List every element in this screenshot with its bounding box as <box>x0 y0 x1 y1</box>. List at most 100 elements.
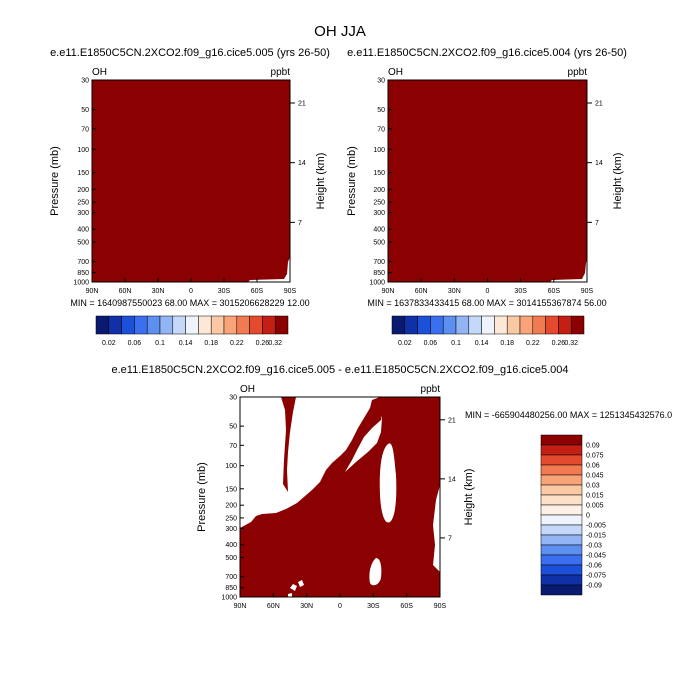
colorbar-label: 0.06 <box>424 340 438 347</box>
colorbar-label: -0.015 <box>586 533 606 540</box>
x-tick-label: 90S <box>284 288 297 295</box>
colorbar-swatch <box>532 315 546 335</box>
colorbar-swatch <box>391 315 406 335</box>
colorbar-swatch <box>95 315 110 335</box>
y-tick-label: 400 <box>373 227 385 234</box>
panel-2-right-label: ppbt <box>568 67 588 78</box>
panel-3-title: e.e11.E1850C5CN.2XCO2.f09_g16.cice5.005 … <box>111 364 568 376</box>
colorbar-swatch <box>540 444 583 456</box>
x-tick-label: 30S <box>367 603 380 610</box>
colorbar-label: 0.06 <box>128 340 142 347</box>
y-tick-label: 200 <box>225 503 237 510</box>
panel-3-x-ticks: 90N 60N 30N 0 30S 60S 90S <box>234 593 447 610</box>
colorbar-swatch <box>185 315 199 335</box>
x-tick-label: 60S <box>251 288 264 295</box>
y-tick-label: 250 <box>373 200 385 207</box>
panel-2-white-notch <box>550 259 587 282</box>
panel-2-left-label: OH <box>388 67 403 78</box>
panel-3-y-ticks: 30 50 70 100 150 200 250 300 400 500 700 850 1000 <box>221 395 244 602</box>
y-tick-label: 400 <box>225 542 237 549</box>
y-tick-label: 100 <box>77 147 89 154</box>
colorbar-swatch <box>417 315 431 335</box>
panel-3-y2label: Height (km) <box>463 469 475 526</box>
colorbar-label: -0.045 <box>586 553 606 560</box>
colorbar-swatch <box>481 315 495 335</box>
colorbar-swatch <box>540 484 583 496</box>
panel-2-y2label: Height (km) <box>612 153 624 210</box>
y-tick-label: 1000 <box>369 280 385 287</box>
x-tick-label: 30N <box>152 288 165 295</box>
x-tick-label: 30N <box>448 288 461 295</box>
panel-3-right-label: ppbt <box>421 384 441 395</box>
y-tick-label: 100 <box>225 463 237 470</box>
colorbar-swatch <box>540 504 583 516</box>
panel-1-colorbar: 0.02 0.06 0.1 0.14 0.18 0.22 0.26 0.32 <box>95 315 289 347</box>
y-tick-label: 850 <box>225 585 237 592</box>
colorbar-swatch <box>494 315 508 335</box>
x-tick-label: 30N <box>300 603 313 610</box>
colorbar-swatch <box>540 564 583 576</box>
x-tick-label: 0 <box>338 603 342 610</box>
colorbar-swatch <box>172 315 186 335</box>
y-tick-label: 150 <box>77 170 89 177</box>
panel-1-title: e.e11.E1850C5CN.2XCO2.f09_g16.cice5.005 … <box>50 47 330 59</box>
colorbar-label: -0.09 <box>586 583 602 590</box>
y-tick-label: 700 <box>225 574 237 581</box>
x-tick-label: 60N <box>415 288 428 295</box>
colorbar-swatch <box>570 315 585 335</box>
panel-3-white-blob <box>369 558 382 586</box>
y-tick-label: 200 <box>373 187 385 194</box>
panel-2-field <box>388 80 587 282</box>
panel-1: e.e11.E1850C5CN.2XCO2.f09_g16.cice5.005 … <box>49 47 330 347</box>
x-tick-label: 90N <box>86 288 99 295</box>
x-tick-label: 0 <box>486 288 490 295</box>
colorbar-label: 0.18 <box>500 340 514 347</box>
colorbar-swatch <box>159 315 174 335</box>
y-tick-label: 400 <box>77 227 89 234</box>
colorbar-label: 0.22 <box>526 340 540 347</box>
y-tick-label: 500 <box>373 240 385 247</box>
colorbar-swatch <box>210 315 225 335</box>
panel-1-ylabel: Pressure (mb) <box>49 146 61 216</box>
y-tick-label: 150 <box>225 486 237 493</box>
x-tick-label: 90N <box>382 288 395 295</box>
panel-3-stats: MIN = -665904480256.00 MAX = 12513454325… <box>465 410 672 420</box>
colorbar-label: 0.1 <box>451 340 461 347</box>
panel-2: e.e11.E1850C5CN.2XCO2.f09_g16.cice5.004 … <box>346 47 627 347</box>
y-tick-label: 50 <box>81 107 89 114</box>
y-tick-label: 700 <box>77 259 89 266</box>
panel-1-right-label: ppbt <box>271 67 291 78</box>
x-tick-label: 90N <box>234 603 247 610</box>
colorbar-swatch <box>198 315 212 335</box>
panel-2-colorbar: 0.02 0.06 0.1 0.14 0.18 0.22 0.26 0.32 <box>391 315 585 347</box>
y-tick-label: 30 <box>229 395 237 402</box>
colorbar-swatch <box>455 315 470 335</box>
panel-1-left-label: OH <box>92 67 107 78</box>
x-tick-label: 60N <box>267 603 280 610</box>
colorbar-label: 0.03 <box>586 483 600 490</box>
colorbar-label: -0.075 <box>586 573 606 580</box>
colorbar-label: 0.06 <box>586 463 600 470</box>
colorbar-label: 0.02 <box>102 340 116 347</box>
colorbar-swatch <box>540 494 583 506</box>
colorbar-label: 0.18 <box>204 340 218 347</box>
colorbar-label: 0.02 <box>398 340 412 347</box>
colorbar-swatch <box>540 534 583 546</box>
y-tick-label: 30 <box>377 78 385 85</box>
colorbar-label: 0.22 <box>230 340 244 347</box>
colorbar-swatch <box>540 474 583 486</box>
panel-2-y-ticks: 30 50 70 100 150 200 250 300 400 500 700 850 1000 <box>369 78 392 287</box>
panel-2-y2-ticks: 21 14 7 <box>587 101 603 227</box>
panel-2-title: e.e11.E1850C5CN.2XCO2.f09_g16.cice5.004 … <box>347 47 627 59</box>
colorbar-label: 0.1 <box>155 340 165 347</box>
y-tick-label: 850 <box>77 270 89 277</box>
colorbar-label: 0.32 <box>268 340 282 347</box>
panel-3-ylabel: Pressure (mb) <box>196 462 208 532</box>
y-tick-label: 500 <box>225 555 237 562</box>
colorbar-label: 0 <box>586 513 590 520</box>
y-tick-label: 200 <box>77 187 89 194</box>
panel-2-ylabel: Pressure (mb) <box>346 146 358 216</box>
panel-2-x-ticks: 90N 60N 30N 0 30S 60S 90S <box>382 278 594 295</box>
y-tick-label: 50 <box>377 107 385 114</box>
panel-3-left-label: OH <box>240 384 255 395</box>
